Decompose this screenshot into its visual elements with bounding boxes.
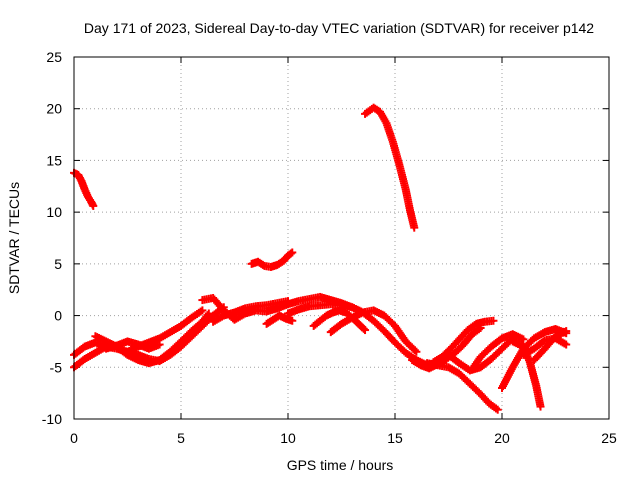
- series-arc-p: [423, 359, 502, 414]
- data-point: [204, 309, 213, 318]
- data-point: [519, 335, 528, 344]
- y-tick-label: 25: [46, 49, 62, 65]
- data-point: [89, 201, 98, 210]
- data-point: [536, 402, 545, 411]
- x-tick-label: 10: [280, 430, 296, 446]
- series-arc-c: [361, 103, 419, 232]
- series-arc-g: [123, 306, 207, 356]
- x-tick-label: 15: [387, 430, 403, 446]
- data-points: [70, 103, 571, 414]
- y-tick-label: -10: [42, 411, 62, 427]
- x-tick-label: 25: [601, 430, 617, 446]
- data-point: [489, 316, 498, 325]
- plot-frame: [73, 56, 610, 420]
- data-point: [410, 223, 419, 232]
- series-arc-m: [326, 306, 421, 356]
- data-point: [198, 306, 207, 315]
- series-arc-v: [530, 327, 571, 365]
- data-point: [284, 297, 292, 306]
- data-point: [288, 248, 297, 257]
- data-point: [562, 340, 571, 349]
- y-axis-label: SDTVAR / TECUs: [6, 182, 22, 294]
- x-axis-label: GPS time / hours: [287, 457, 394, 473]
- y-tick-label: 0: [54, 308, 62, 324]
- series-arc-l: [309, 306, 370, 335]
- y-tick-label: 5: [54, 256, 62, 272]
- data-point: [361, 326, 370, 335]
- y-tick-label: 10: [46, 204, 62, 220]
- chart-title: Day 171 of 2023, Sidereal Day-to-day VTE…: [84, 20, 594, 36]
- series-arc-k: [284, 300, 442, 370]
- series-arc-a: [70, 168, 98, 210]
- series-arc-b: [247, 248, 297, 271]
- grid: [74, 57, 609, 419]
- data-point: [412, 347, 421, 356]
- y-tick-label: 15: [46, 152, 62, 168]
- series-arc-r: [468, 330, 528, 374]
- x-tick-label: 20: [494, 430, 510, 446]
- data-point: [493, 405, 502, 414]
- series-arc-o: [429, 316, 498, 367]
- data-point: [288, 316, 297, 325]
- series-arc-i: [209, 297, 292, 326]
- y-tick-label: 20: [46, 101, 62, 117]
- y-tick-label: -5: [50, 359, 63, 375]
- series-arc-j: [262, 311, 297, 328]
- data-point: [155, 340, 164, 349]
- x-tick-label: 5: [177, 430, 185, 446]
- data-point: [562, 327, 571, 336]
- x-tick-label: 0: [70, 430, 78, 446]
